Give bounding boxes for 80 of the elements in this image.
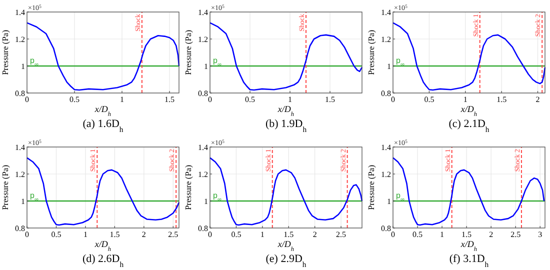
y-tick-label: 1.4 xyxy=(15,143,25,152)
y-tick-label: 1 xyxy=(21,197,25,206)
y-tick-label: 1.4 xyxy=(198,143,208,152)
x-tick-label: 2.5 xyxy=(510,230,521,239)
x-tick-label: 1.5 xyxy=(284,230,294,239)
y-tick-label: 1.2 xyxy=(15,35,25,44)
x-tick-label: 1 xyxy=(463,95,468,104)
y-axis-title: Pressure (Pa) xyxy=(183,164,193,210)
text: (b) 1.9D$_{h}$ xyxy=(265,118,307,134)
x-tick-label: 0 xyxy=(25,230,29,239)
text: (d) 2.6D$_{h}$ xyxy=(82,253,124,268)
x-tick-label: 1 xyxy=(260,230,264,239)
x-tick-label: 2 xyxy=(312,230,317,239)
y-tick-label: 1.2 xyxy=(15,170,25,179)
text: (e) 2.9D$_{h}$ xyxy=(266,253,306,268)
y-tick-label: 1.2 xyxy=(381,35,391,44)
x-tick-label: 0 xyxy=(25,95,29,104)
x-tick-label: 1.5 xyxy=(325,95,335,104)
x-axis-title: x/D$_{h}$ xyxy=(94,239,112,252)
x-tick-label: 1 xyxy=(83,230,88,239)
x-tick-label: 0.5 xyxy=(245,95,255,104)
x-tick-label: 0.5 xyxy=(70,95,80,104)
text: (a) 1.6D$_{h}$ xyxy=(82,118,124,134)
y-axis-title: Pressure (Pa) xyxy=(0,164,10,210)
ref-line-label: p$_{∞}$ xyxy=(396,191,404,203)
y-tick-label: 1 xyxy=(204,62,208,71)
ref-line-label: p$_{∞}$ xyxy=(30,191,38,203)
y-axis-title: Pressure (Pa) xyxy=(183,30,193,76)
y-tick-label: 1.4 xyxy=(381,8,391,17)
y-tick-label: 0.8 xyxy=(198,224,208,233)
x-tick-label: 0.5 xyxy=(51,230,62,239)
y-tick-label: 1 xyxy=(21,62,25,71)
y-tick-label: 1 xyxy=(387,62,391,71)
y-tick-label: 0.8 xyxy=(381,224,391,233)
x-tick-label: 2 xyxy=(489,230,494,239)
y-tick-label: 1.4 xyxy=(381,143,391,152)
y-tick-label: 0.8 xyxy=(198,89,208,98)
y-tick-label: 0.8 xyxy=(15,224,25,233)
x-tick-label: 2.5 xyxy=(336,230,346,239)
x-tick-label: 3 xyxy=(538,230,542,239)
y-tick-label: 0.8 xyxy=(15,89,25,98)
y-tick-label: 1.2 xyxy=(198,35,208,44)
x-tick-label: 1 xyxy=(440,230,444,239)
text: (c) 2.1D$_{h}$ xyxy=(448,118,490,134)
x-tick-label: 0.5 xyxy=(231,230,242,239)
x-tick-label: 1 xyxy=(288,95,292,104)
x-tick-label: 1.5 xyxy=(164,95,174,104)
text: (f) 3.1D$_{h}$ xyxy=(449,253,489,268)
x-tick-label: 0 xyxy=(391,230,395,239)
y-axis-title: Pressure (Pa) xyxy=(0,30,10,76)
x-axis-title: x/D$_{h}$ xyxy=(276,104,294,118)
x-tick-label: 1.5 xyxy=(462,230,472,239)
ref-line-label: p$_{∞}$ xyxy=(30,56,38,68)
x-tick-label: 0.5 xyxy=(412,230,423,239)
y-axis-title: Pressure (Pa) xyxy=(366,30,376,76)
x-tick-label: 2 xyxy=(142,230,146,239)
y-tick-label: 1.2 xyxy=(198,170,208,179)
y-tick-label: 1.2 xyxy=(381,170,391,179)
x-tick-label: 0 xyxy=(391,95,395,104)
y-tick-label: 1 xyxy=(204,197,208,206)
ref-line-label: p$_{∞}$ xyxy=(396,56,404,68)
ref-line-label: p$_{∞}$ xyxy=(213,56,222,68)
x-tick-label: 2 xyxy=(536,95,540,104)
x-tick-label: 1.5 xyxy=(110,230,120,239)
x-tick-label: 2.5 xyxy=(168,230,178,239)
x-tick-label: 0 xyxy=(208,230,212,239)
x-axis-title: x/D$_{h}$ xyxy=(460,239,478,252)
y-axis-title: Pressure (Pa) xyxy=(366,164,376,210)
x-axis-title: x/D$_{h}$ xyxy=(94,104,112,118)
x-axis-title: x/D$_{h}$ xyxy=(276,239,294,252)
x-tick-label: 1 xyxy=(120,95,124,104)
x-tick-label: 1.5 xyxy=(496,95,507,104)
y-tick-label: 1 xyxy=(387,197,391,206)
x-tick-label: 0 xyxy=(208,95,212,104)
y-tick-label: 1.4 xyxy=(15,8,25,17)
y-tick-label: 0.8 xyxy=(381,89,391,98)
x-tick-label: 0.5 xyxy=(424,95,434,104)
ref-line-label: p$_{∞}$ xyxy=(213,191,222,203)
x-axis-title: x/D$_{h}$ xyxy=(460,104,478,118)
y-tick-label: 1.4 xyxy=(198,8,208,17)
